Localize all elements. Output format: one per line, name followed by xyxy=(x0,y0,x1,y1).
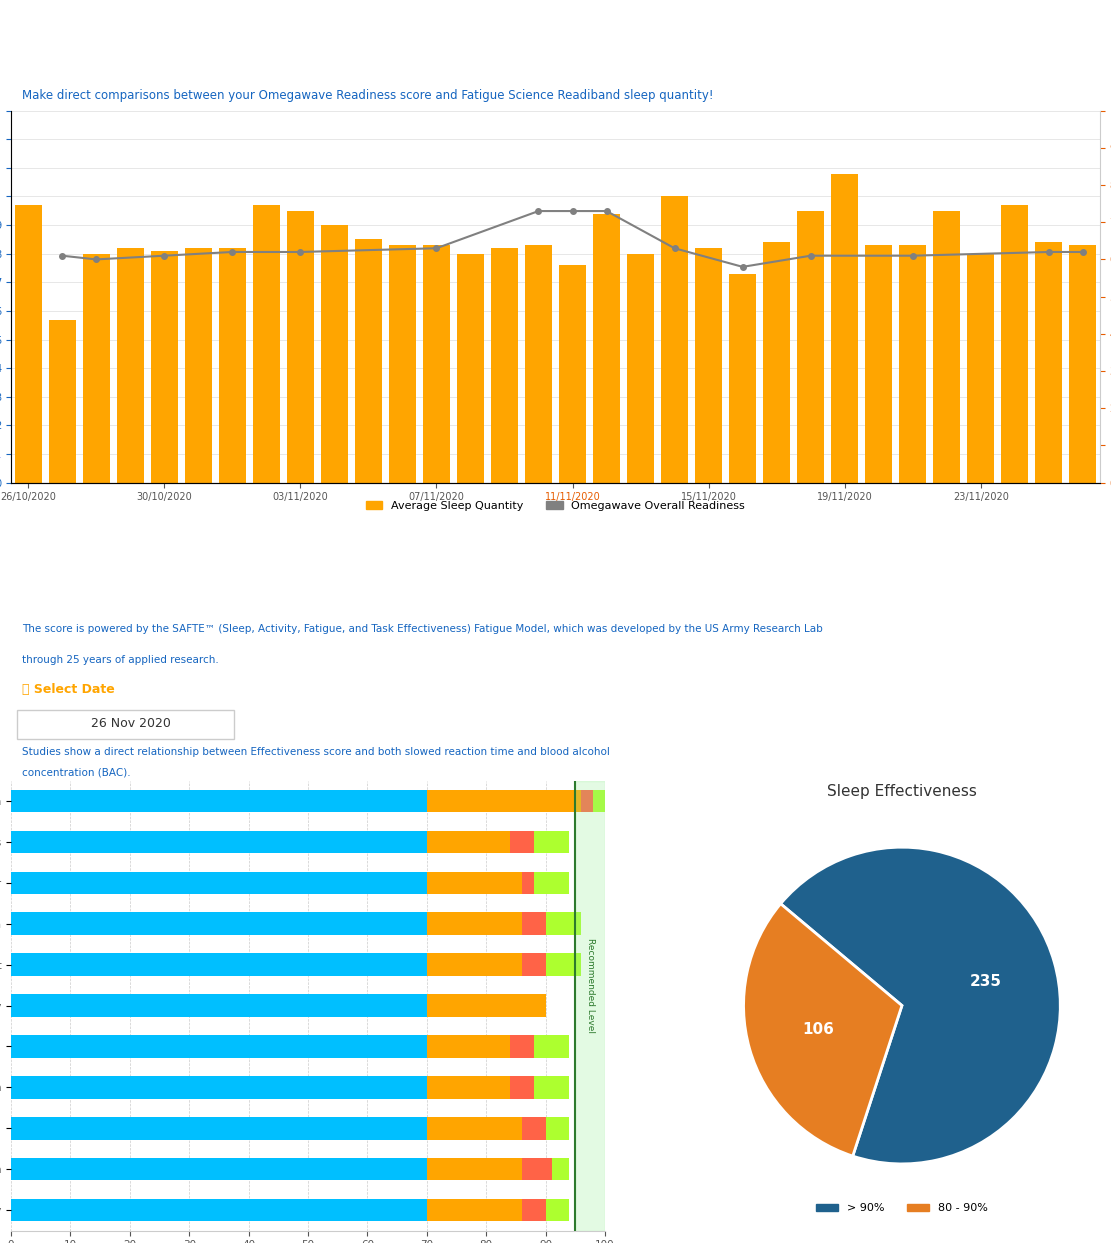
Bar xyxy=(427,912,522,935)
Bar xyxy=(49,319,76,482)
Text: through 25 years of applied research.: through 25 years of applied research. xyxy=(22,655,219,665)
Wedge shape xyxy=(743,904,902,1156)
Bar xyxy=(427,1158,522,1181)
Bar xyxy=(1035,242,1062,482)
Bar xyxy=(899,245,927,482)
Bar xyxy=(427,830,510,853)
Bar xyxy=(427,1076,510,1099)
Bar xyxy=(287,211,314,482)
Bar xyxy=(11,1076,427,1099)
Bar xyxy=(524,245,552,482)
Bar xyxy=(533,871,569,894)
Bar xyxy=(354,240,382,482)
Text: 26 Nov 2020: 26 Nov 2020 xyxy=(91,717,171,730)
Legend: Average Sleep Quantity, Omegawave Overall Readiness: Average Sleep Quantity, Omegawave Overal… xyxy=(361,496,750,516)
Bar xyxy=(581,789,593,812)
Bar xyxy=(427,1117,522,1140)
Bar xyxy=(11,953,427,976)
Bar xyxy=(82,254,110,482)
Bar xyxy=(11,1158,427,1181)
Bar xyxy=(1001,205,1029,482)
Bar xyxy=(522,1158,551,1181)
Bar xyxy=(11,1198,427,1222)
Bar xyxy=(763,242,790,482)
Text: 📅 Select Date: 📅 Select Date xyxy=(22,684,114,696)
Bar xyxy=(1069,245,1097,482)
Bar xyxy=(968,254,994,482)
Bar xyxy=(427,789,581,812)
Bar xyxy=(522,953,546,976)
Bar xyxy=(510,830,533,853)
Wedge shape xyxy=(781,848,1060,1163)
Text: The score is powered by the SAFTE™ (Sleep, Activity, Fatigue, and Task Effective: The score is powered by the SAFTE™ (Slee… xyxy=(22,624,823,634)
Text: concentration (BAC).: concentration (BAC). xyxy=(22,767,131,777)
Text: ☽ Individual Cognitive Effectiveness (%): ☽ Individual Cognitive Effectiveness (%) xyxy=(33,577,433,595)
Bar xyxy=(184,247,212,482)
Text: ⚡ Team Average: Omegawave Readiness and Readiband Sleep Quantity: ⚡ Team Average: Omegawave Readiness and … xyxy=(33,36,729,56)
Bar xyxy=(117,247,143,482)
Bar xyxy=(11,871,427,894)
Bar xyxy=(522,1198,546,1222)
Bar xyxy=(321,225,348,482)
Bar xyxy=(11,789,427,812)
Text: 106: 106 xyxy=(802,1022,834,1037)
Bar xyxy=(491,247,518,482)
Bar xyxy=(219,247,246,482)
Bar xyxy=(533,1035,569,1058)
Bar xyxy=(427,953,522,976)
Text: Studies show a direct relationship between Effectiveness score and both slowed r: Studies show a direct relationship betwe… xyxy=(22,747,610,757)
Bar xyxy=(427,871,522,894)
Bar xyxy=(933,211,960,482)
Bar xyxy=(11,830,427,853)
Text: Make direct comparisons between your Omegawave Readiness score and Fatigue Scien: Make direct comparisons between your Ome… xyxy=(22,88,713,102)
Bar xyxy=(661,196,688,482)
Bar xyxy=(575,781,605,1231)
Bar xyxy=(510,1076,533,1099)
Text: ∧: ∧ xyxy=(1065,577,1078,594)
Title: Sleep Effectiveness: Sleep Effectiveness xyxy=(827,784,977,799)
Bar xyxy=(522,912,546,935)
Bar xyxy=(546,912,581,935)
Bar xyxy=(14,205,42,482)
Bar xyxy=(546,1117,569,1140)
Bar xyxy=(522,1117,546,1140)
Bar xyxy=(427,1035,510,1058)
Bar xyxy=(695,247,722,482)
Bar xyxy=(389,245,416,482)
Bar xyxy=(729,273,757,482)
Bar xyxy=(627,254,654,482)
Bar xyxy=(797,211,824,482)
Bar xyxy=(533,1076,569,1099)
Bar xyxy=(510,1035,533,1058)
Text: 235: 235 xyxy=(970,975,1002,989)
Legend: > 90%, 80 - 90%: > 90%, 80 - 90% xyxy=(811,1198,992,1218)
Bar xyxy=(546,953,581,976)
Bar xyxy=(522,871,533,894)
Bar xyxy=(11,994,427,1017)
Bar xyxy=(252,205,280,482)
Bar xyxy=(865,245,892,482)
Bar xyxy=(11,912,427,935)
Bar xyxy=(551,1158,569,1181)
Bar xyxy=(533,830,569,853)
Bar xyxy=(831,174,859,482)
Bar xyxy=(427,994,546,1017)
Bar xyxy=(593,789,605,812)
Bar xyxy=(593,214,620,482)
Bar xyxy=(559,265,587,482)
Bar xyxy=(546,1198,569,1222)
Bar xyxy=(151,251,178,482)
Text: ∧: ∧ xyxy=(1065,37,1078,55)
Text: Recommended Level: Recommended Level xyxy=(585,937,594,1033)
FancyBboxPatch shape xyxy=(17,710,234,738)
Bar xyxy=(427,1198,522,1222)
Bar xyxy=(457,254,484,482)
Bar xyxy=(423,245,450,482)
Bar xyxy=(11,1035,427,1058)
Bar xyxy=(11,1117,427,1140)
